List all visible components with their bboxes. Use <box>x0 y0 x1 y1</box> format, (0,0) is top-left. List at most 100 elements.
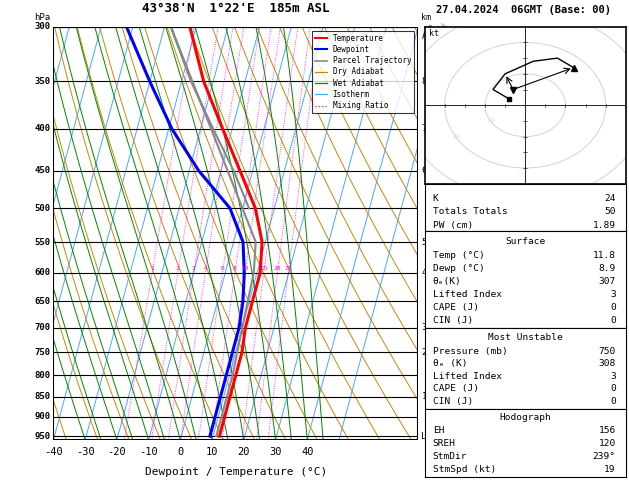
Text: 3: 3 <box>610 290 616 299</box>
Text: Totals Totals: Totals Totals <box>433 208 508 216</box>
Text: 3: 3 <box>610 372 616 381</box>
Text: 600: 600 <box>34 268 50 278</box>
Text: >: > <box>439 203 445 213</box>
Text: 8: 8 <box>233 266 237 271</box>
Text: ●: ● <box>427 206 432 210</box>
Legend: Temperature, Dewpoint, Parcel Trajectory, Dry Adiabat, Wet Adiabat, Isotherm, Mi: Temperature, Dewpoint, Parcel Trajectory… <box>312 31 415 113</box>
Text: 550: 550 <box>34 238 50 246</box>
Text: kt: kt <box>428 29 438 38</box>
Text: >: > <box>438 268 446 278</box>
Text: © weatheronline.co.uk: © weatheronline.co.uk <box>473 445 577 454</box>
Text: 6: 6 <box>421 166 427 175</box>
Text: -40: -40 <box>44 447 63 457</box>
Text: Lifted Index: Lifted Index <box>433 372 501 381</box>
Text: Surface: Surface <box>505 237 545 246</box>
Text: CAPE (J): CAPE (J) <box>433 303 479 312</box>
Text: >: > <box>438 323 446 333</box>
Text: 15: 15 <box>260 266 267 271</box>
Text: 30: 30 <box>269 447 282 457</box>
Text: Pressure (mb): Pressure (mb) <box>433 347 508 356</box>
Text: 20: 20 <box>274 266 281 271</box>
Text: 156: 156 <box>599 426 616 435</box>
Text: 10: 10 <box>241 266 248 271</box>
Text: 0: 0 <box>177 447 184 457</box>
Text: θₑ(K): θₑ(K) <box>433 277 462 286</box>
Text: 850: 850 <box>34 392 50 401</box>
Text: ●: ● <box>427 394 432 399</box>
Text: 1: 1 <box>421 392 427 401</box>
Text: 8: 8 <box>421 77 427 86</box>
Text: 500: 500 <box>34 204 50 213</box>
Text: 25: 25 <box>284 266 292 271</box>
Text: >: > <box>438 431 447 441</box>
Text: 650: 650 <box>34 297 50 306</box>
Text: 120: 120 <box>599 439 616 448</box>
Text: 5: 5 <box>421 238 427 246</box>
Text: km: km <box>421 13 431 22</box>
Text: 307: 307 <box>599 277 616 286</box>
Text: 900: 900 <box>34 413 50 421</box>
Text: 11.8: 11.8 <box>593 251 616 260</box>
Text: 239°: 239° <box>593 452 616 461</box>
Text: ●: ● <box>427 434 432 438</box>
Text: θₑ (K): θₑ (K) <box>433 359 467 368</box>
Text: 1.89: 1.89 <box>593 221 616 230</box>
Text: 750: 750 <box>599 347 616 356</box>
Text: ●: ● <box>427 325 432 330</box>
Text: 8.9: 8.9 <box>599 264 616 273</box>
Text: 750: 750 <box>34 347 50 357</box>
Text: CAPE (J): CAPE (J) <box>433 384 479 393</box>
Text: >: > <box>439 22 445 32</box>
Text: Mixing Ratio (g/kg): Mixing Ratio (g/kg) <box>434 190 443 277</box>
Text: 3: 3 <box>192 266 196 271</box>
Text: 308: 308 <box>599 359 616 368</box>
Text: >: > <box>438 392 447 402</box>
Text: Dewp (°C): Dewp (°C) <box>433 264 484 273</box>
Text: 0: 0 <box>610 384 616 393</box>
Text: 300: 300 <box>34 22 50 31</box>
Text: ●: ● <box>427 270 432 276</box>
Text: 800: 800 <box>34 371 50 380</box>
Text: ●: ● <box>427 24 432 29</box>
Text: Most Unstable: Most Unstable <box>488 333 562 342</box>
Text: 350: 350 <box>34 77 50 86</box>
Text: 950: 950 <box>34 432 50 441</box>
Text: 50: 50 <box>604 208 616 216</box>
Text: 27.04.2024  06GMT (Base: 00): 27.04.2024 06GMT (Base: 00) <box>436 4 611 15</box>
Text: CIN (J): CIN (J) <box>433 397 473 406</box>
Text: 6: 6 <box>221 266 225 271</box>
Text: Lifted Index: Lifted Index <box>433 290 501 299</box>
Text: -30: -30 <box>76 447 94 457</box>
Text: 2: 2 <box>176 266 180 271</box>
Text: 20: 20 <box>453 134 460 139</box>
Text: Hodograph: Hodograph <box>499 413 551 422</box>
Text: 400: 400 <box>34 124 50 133</box>
Text: 1: 1 <box>150 266 154 271</box>
Text: 43°38'N  1°22'E  185m ASL: 43°38'N 1°22'E 185m ASL <box>142 1 330 15</box>
Text: StmDir: StmDir <box>433 452 467 461</box>
Text: 2: 2 <box>421 347 427 357</box>
Text: 450: 450 <box>34 166 50 175</box>
Text: StmSpd (kt): StmSpd (kt) <box>433 465 496 474</box>
Text: 4: 4 <box>421 268 427 278</box>
Text: Dewpoint / Temperature (°C): Dewpoint / Temperature (°C) <box>145 467 327 477</box>
Text: 0: 0 <box>610 303 616 312</box>
Text: 4: 4 <box>204 266 207 271</box>
Text: ASL: ASL <box>421 32 437 41</box>
Text: 7: 7 <box>421 124 427 133</box>
Text: K: K <box>433 194 438 203</box>
Text: SREH: SREH <box>433 439 455 448</box>
Text: CIN (J): CIN (J) <box>433 316 473 325</box>
Text: ●: ● <box>427 126 432 131</box>
Text: -10: -10 <box>139 447 158 457</box>
Text: EH: EH <box>433 426 444 435</box>
Text: Temp (°C): Temp (°C) <box>433 251 484 260</box>
Text: -20: -20 <box>108 447 126 457</box>
Text: LCL: LCL <box>421 432 438 441</box>
Text: 24: 24 <box>604 194 616 203</box>
Text: >: > <box>439 124 445 134</box>
Text: PW (cm): PW (cm) <box>433 221 473 230</box>
Text: 19: 19 <box>604 465 616 474</box>
Text: 10: 10 <box>206 447 218 457</box>
Text: 40: 40 <box>301 447 313 457</box>
